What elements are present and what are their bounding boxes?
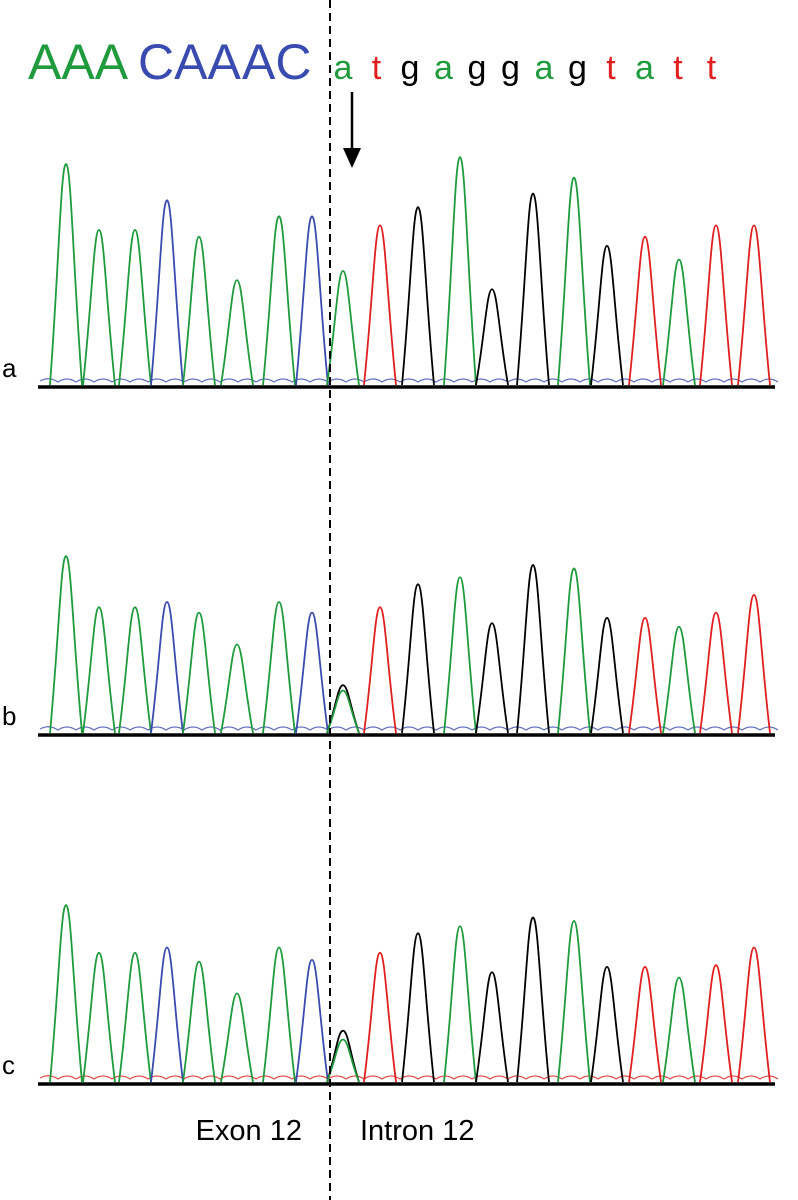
baseline-noise [39, 726, 779, 731]
peak-c-19 [737, 946, 771, 1083]
peak-a-6 [262, 215, 296, 386]
peak-b-8 [326, 684, 360, 734]
peak-c-6 [262, 946, 296, 1083]
peak-c-8 [326, 1029, 360, 1083]
intron-label: Intron 12 [360, 1115, 474, 1147]
peak-c-0 [49, 904, 83, 1083]
peak-c-18 [699, 964, 733, 1083]
peak-b-17 [662, 625, 696, 734]
peak-c-5 [220, 992, 254, 1083]
peak-a-0 [49, 162, 83, 386]
peak-b-9 [363, 606, 397, 734]
peak-b-7 [295, 611, 329, 734]
peak-a-9 [363, 224, 397, 386]
peak-c-7 [295, 958, 329, 1083]
intron-base-3: a [434, 49, 453, 87]
intron-base-9: a [635, 49, 654, 87]
peak-b-4 [182, 611, 216, 734]
peak-c-17 [662, 976, 696, 1083]
intron-base-0: a [334, 49, 353, 87]
intron-base-4: g [468, 49, 487, 87]
panel-label: c [2, 1050, 15, 1080]
peak-a-3 [150, 199, 184, 386]
peak-c-overlap [326, 1038, 360, 1083]
peak-c-9 [363, 951, 397, 1083]
peak-c-14 [557, 920, 591, 1083]
peak-b-13 [516, 563, 550, 734]
peak-a-12 [475, 288, 509, 386]
peak-a-4 [182, 235, 216, 386]
intron-base-1: t [372, 49, 382, 87]
peak-c-3 [150, 946, 184, 1083]
intron-base-10: t [673, 49, 683, 87]
peak-b-15 [590, 617, 624, 734]
peak-a-15 [590, 245, 624, 386]
exon-label: Exon 12 [196, 1115, 302, 1147]
peak-c-13 [516, 916, 550, 1083]
peak-b-16 [628, 617, 662, 734]
peak-a-8 [326, 270, 360, 386]
peak-b-overlap [326, 689, 360, 734]
peak-b-12 [475, 622, 509, 734]
intron-base-5: g [501, 49, 520, 87]
peak-a-19 [737, 224, 771, 386]
peak-a-11 [443, 156, 477, 386]
peak-c-11 [443, 925, 477, 1083]
exon-seq-3: AC [242, 34, 311, 90]
peak-b-0 [49, 555, 83, 734]
peak-c-1 [82, 951, 116, 1083]
peak-c-16 [628, 966, 662, 1083]
peak-a-16 [628, 235, 662, 386]
peak-a-17 [662, 258, 696, 386]
panel-b: b [2, 555, 779, 737]
panel-c: c [2, 904, 779, 1086]
baseline-noise [39, 1075, 779, 1080]
peak-c-4 [182, 960, 216, 1083]
peak-b-2 [118, 606, 152, 734]
peak-c-15 [590, 966, 624, 1083]
peak-b-11 [443, 576, 477, 734]
peak-c-12 [475, 971, 509, 1083]
peak-a-13 [516, 192, 550, 386]
chromatogram-panels: a b c [2, 156, 779, 1086]
peak-a-7 [295, 215, 329, 386]
panel-a: a [2, 156, 779, 389]
down-arrow-icon [343, 92, 361, 168]
intron-base-11: t [707, 49, 717, 87]
panel-label: b [2, 701, 16, 731]
peak-b-19 [737, 594, 771, 734]
peak-a-2 [118, 229, 152, 386]
intron-base-8: t [606, 49, 616, 87]
peak-b-10 [401, 583, 435, 734]
peak-c-2 [118, 951, 152, 1083]
peak-a-10 [401, 206, 435, 386]
baseline-noise [39, 378, 779, 383]
peak-b-18 [699, 611, 733, 734]
peak-b-6 [262, 601, 296, 734]
peak-c-10 [401, 932, 435, 1083]
panel-label: a [2, 353, 17, 383]
intron-base-7: g [568, 49, 587, 87]
peak-b-14 [557, 567, 591, 734]
peak-a-14 [557, 176, 591, 386]
peak-a-1 [82, 229, 116, 386]
peak-a-5 [220, 279, 254, 386]
peak-b-1 [82, 606, 116, 734]
intron-base-2: g [401, 49, 420, 87]
intron-base-6: a [535, 49, 554, 87]
peak-b-5 [220, 643, 254, 734]
exon-seq-2: CAA [138, 34, 241, 90]
peak-b-3 [150, 601, 184, 734]
exon-seq-1: AAA [28, 34, 129, 90]
peak-a-18 [699, 224, 733, 386]
